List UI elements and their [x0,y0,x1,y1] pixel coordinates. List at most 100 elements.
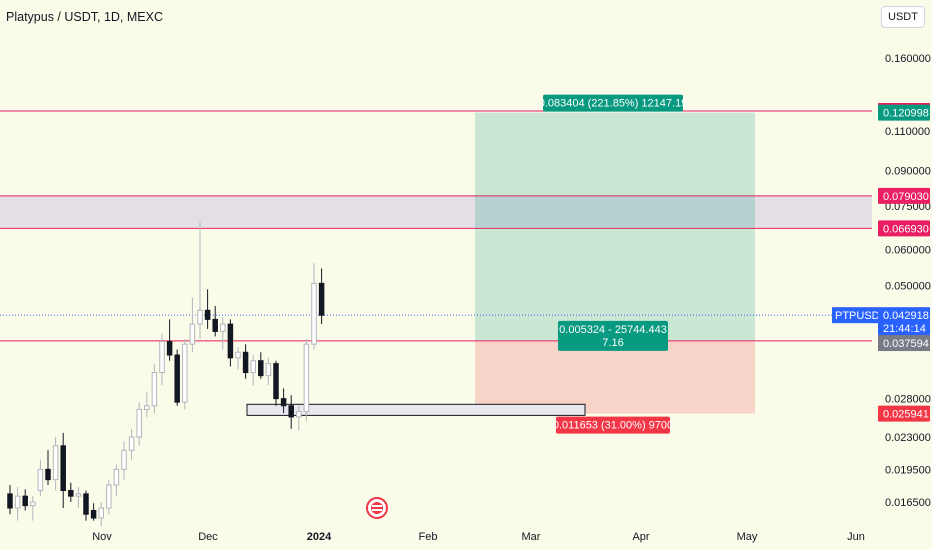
time-tick-label: Nov [92,531,112,543]
candle-body [68,490,74,497]
candle-body [220,323,226,332]
candle [90,503,97,521]
time-tick-label: 2024 [307,531,332,543]
hline-price-tag-1: 0.079030 [883,191,929,203]
candle-body [303,343,310,413]
price-tick-label: 0.028000 [885,394,931,406]
price-tick-label: 0.019500 [885,464,931,476]
time-axis-ticks: Nov Dec 2024 Feb Mar Apr May Jun [92,531,865,543]
candle [45,450,51,485]
time-tick-label: Dec [198,531,218,543]
candle-body [121,449,127,470]
target-label-bg [543,94,683,112]
candle [296,405,302,431]
candle-body [159,341,165,374]
candle [166,319,173,361]
candle-body [128,436,135,451]
candle [288,395,294,429]
candle-body [296,411,302,418]
candle [14,487,21,521]
candle [106,479,112,515]
candle-body [273,363,279,400]
price-tag-0-bg [878,104,930,121]
candle [265,357,272,386]
candle [98,502,104,526]
price-tag: 0.037594 [883,338,929,350]
resistance-zone [0,195,872,229]
candle-body [242,351,249,374]
candle [60,432,66,509]
time-tick-label: Jun [847,531,865,543]
candle-body [311,282,317,345]
entry-label-line1: 0.005324 - 25744.443 [559,324,667,336]
candle-body [113,468,120,486]
candle-body [144,405,150,410]
candle [68,482,74,502]
price-tags: 0.1219900.0790300.0669300.0376300.120998… [832,103,930,422]
time-tick-label: Apr [632,531,649,543]
time-tick-label: Mar [522,531,541,543]
price-tick-label: 0.160000 [885,53,931,65]
symbol-tag-bg [832,307,878,324]
hline-price-tag-2-bg [878,220,930,237]
candle [144,391,150,417]
candle-body [189,323,196,345]
candle [318,268,325,325]
candle [258,352,264,379]
entry-label-line2: 7.16 [602,337,623,349]
candle [174,349,180,406]
candle [75,487,82,509]
candles [7,222,325,526]
candle [151,363,158,414]
price-tick-label: 0.075000 [885,201,931,213]
price-tick-label: 0.023000 [885,432,931,444]
candle-body [37,468,44,492]
candle-body [14,495,21,509]
candle-body [106,484,112,509]
hline-price-tag-1-bg [878,187,930,204]
candle [235,346,241,370]
candle [83,490,89,521]
price-tag-0: 0.120998 [883,108,929,120]
price-tick-label: 0.110000 [885,126,930,138]
candle-body [75,493,82,497]
candle-body [166,341,173,356]
chart-title: Platypus / USDT, 1D, MEXC [6,10,163,24]
candle-body [174,354,180,403]
price-tag-3: 0.025941 [883,409,929,421]
candle-body [258,360,264,377]
candle [311,263,317,350]
candle-body [45,468,51,481]
candle-body [204,309,211,320]
candle [303,338,310,421]
candle [159,333,165,386]
candle [280,388,287,414]
time-axis[interactable] [0,526,872,550]
candle-body [7,493,13,509]
candle-body [60,445,66,492]
candle [22,489,28,511]
candle [273,360,279,406]
candle-body [250,360,256,374]
candle-body [227,323,234,359]
candle-body [83,493,89,515]
position-profit-area[interactable] [475,112,755,341]
candle [30,496,36,521]
candle [212,305,218,337]
currency-button[interactable]: USDT [881,6,925,28]
position-loss-area[interactable] [475,340,755,414]
candle-body [182,343,188,403]
candle [220,317,226,350]
candle-body [280,398,287,407]
target-label: 0.083404 (221.85%) 12147.19 [539,98,688,110]
candle-body [30,501,36,507]
horizontal-lines [0,110,872,342]
candle-body [288,405,294,418]
hline-price-tag-2: 0.066930 [883,223,929,235]
candle-body [151,372,158,407]
current-price-tag: 0.042918 [883,310,929,322]
candle [189,297,196,353]
candle [7,484,13,515]
support-box[interactable] [246,403,586,416]
